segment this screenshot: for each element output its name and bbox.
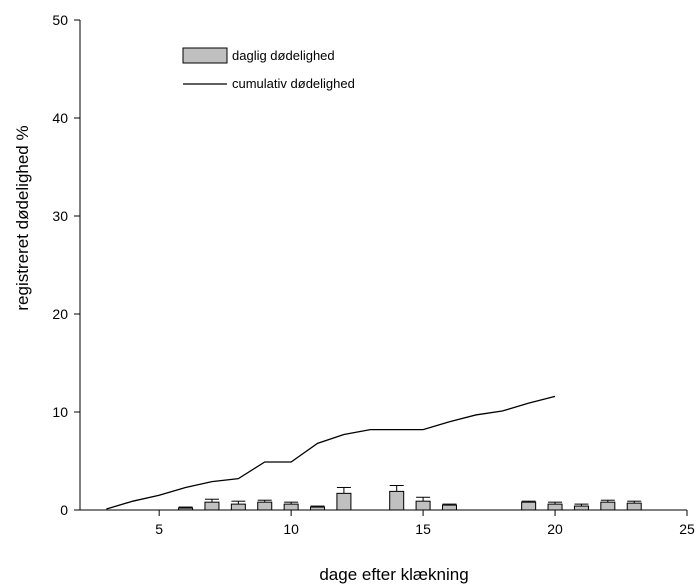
legend-label-daily: daglig dødelighed (232, 48, 335, 63)
y-axis-ticks: 0 10 20 30 40 50 (52, 12, 80, 518)
bar (204, 501, 220, 511)
y-axis-title: registreret dødelighed % (13, 125, 32, 310)
y-tick-label: 30 (52, 208, 68, 224)
x-tick-label: 25 (679, 521, 695, 537)
x-tick-label: 5 (155, 521, 163, 537)
bar (336, 492, 352, 511)
bar (441, 504, 457, 511)
bar (389, 490, 405, 511)
y-tick-label: 40 (52, 110, 68, 126)
bar (626, 502, 642, 511)
bar (547, 503, 563, 511)
x-tick-label: 20 (547, 521, 563, 537)
legend-label-cumulative: cumulativ dødelighed (232, 76, 355, 91)
axes: 5 10 15 20 25 0 10 20 30 40 50 (52, 12, 695, 537)
bar (283, 503, 299, 511)
y-tick-label: 20 (52, 306, 68, 322)
x-tick-label: 10 (283, 521, 299, 537)
x-axis-title: dage efter klækning (319, 565, 468, 584)
cumulative-line (106, 395, 556, 510)
plot-area (106, 395, 642, 511)
legend-bar-swatch (182, 47, 228, 64)
bar (600, 501, 616, 511)
y-tick-label: 10 (52, 404, 68, 420)
bar (257, 501, 273, 511)
x-tick-label: 15 (415, 521, 431, 537)
legend: daglig dødelighed cumulativ dødelighed (182, 47, 355, 91)
bar (415, 500, 431, 511)
bar (573, 505, 589, 511)
y-tick-label: 50 (52, 12, 68, 28)
y-tick-label: 0 (60, 502, 68, 518)
x-axis-ticks: 5 10 15 20 25 (155, 510, 695, 537)
bar (230, 503, 246, 511)
bar (521, 501, 537, 511)
